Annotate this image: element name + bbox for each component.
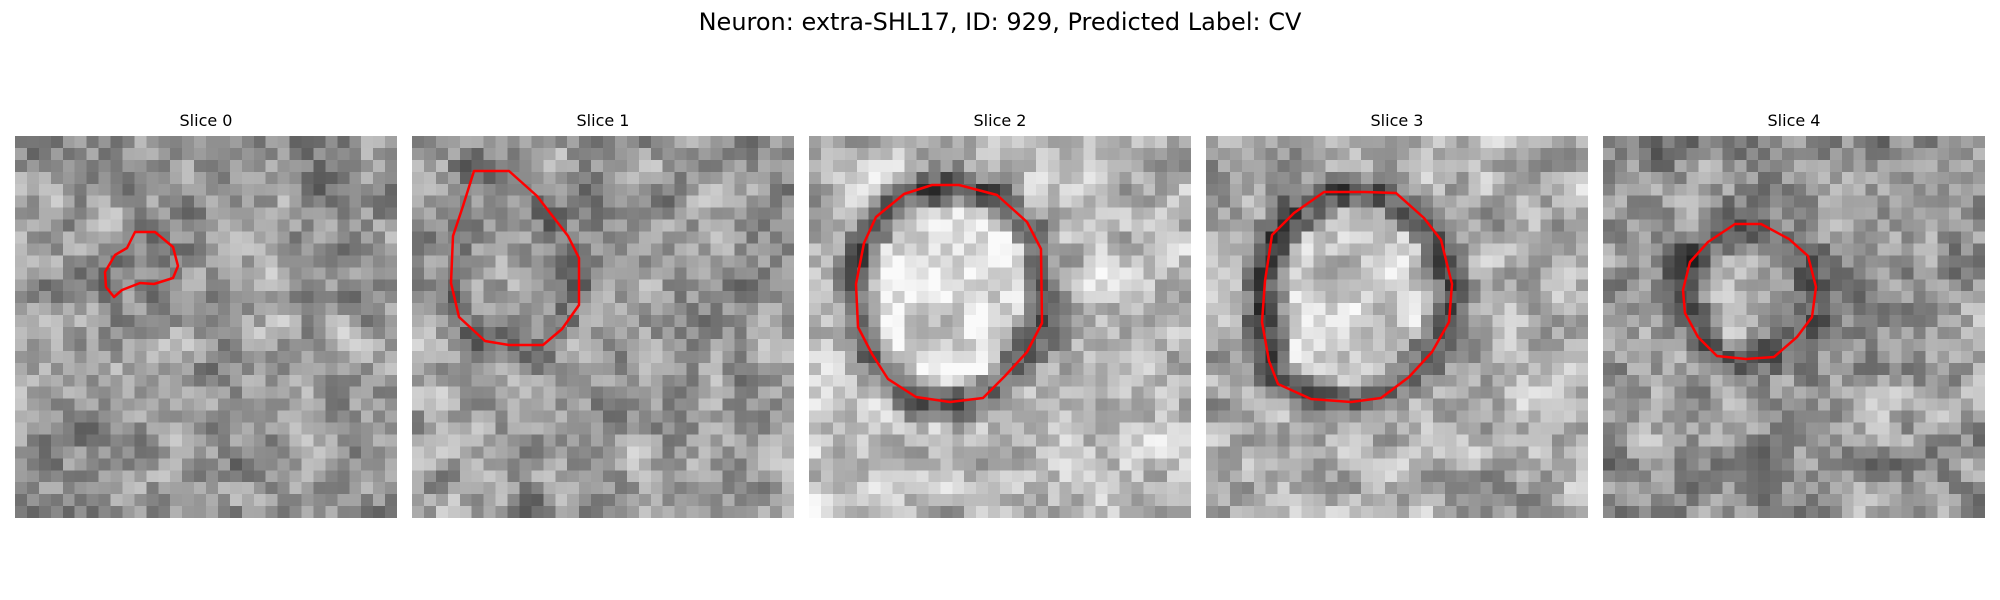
neuron-contour [449,169,581,347]
pixel-grid [1206,136,1588,518]
neuron-contour [103,230,180,299]
slice-image [412,136,794,518]
pixel-grid [1603,136,1985,518]
microscopy-slice [809,136,1191,518]
microscopy-slice [412,136,794,518]
slice-title: Slice 0 [179,111,233,130]
slice-title: Slice 4 [1767,111,1821,130]
slice-panel-1: Slice 1 [412,111,794,518]
slice-panel-3: Slice 3 [1206,111,1588,518]
slice-image [809,136,1191,518]
neuron-contour [1681,222,1818,361]
microscopy-slice [1603,136,1985,518]
pixel-grid [809,136,1191,518]
microscopy-slice [1206,136,1588,518]
slice-panel-2: Slice 2 [809,111,1191,518]
slice-title: Slice 1 [576,111,630,130]
slice-image [1206,136,1588,518]
slice-panel-4: Slice 4 [1603,111,1985,518]
slice-panel-0: Slice 0 [15,111,397,518]
slice-image [1603,136,1985,518]
slice-title: Slice 3 [1370,111,1424,130]
slice-title: Slice 2 [973,111,1027,130]
pixel-grid [412,136,794,518]
slice-image [15,136,397,518]
neuron-contour [854,183,1044,404]
figure-title: Neuron: extra-SHL17, ID: 929, Predicted … [698,8,1302,36]
neuron-contour [1260,190,1454,404]
pixel-grid [15,136,397,518]
microscopy-slice [15,136,397,518]
